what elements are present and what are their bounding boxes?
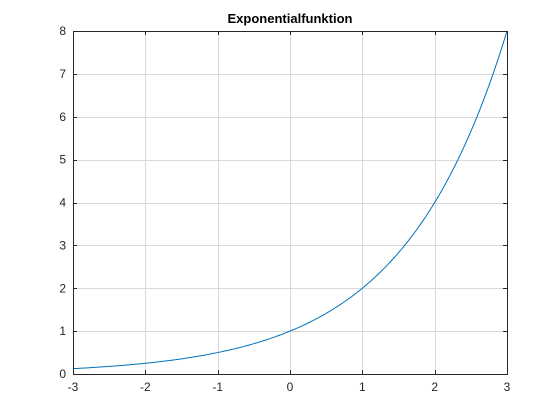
y-tick-label: 8 bbox=[59, 24, 66, 38]
axes bbox=[73, 31, 508, 375]
series-layer bbox=[72, 30, 508, 370]
x-tick-label: 0 bbox=[287, 380, 294, 394]
x-tick-label: -1 bbox=[212, 380, 223, 394]
grid bbox=[73, 31, 507, 374]
tick-labels: -3 -2 -1 0 1 2 3 0 1 2 3 4 5 6 7 8 bbox=[59, 24, 510, 394]
y-tick-label: 7 bbox=[59, 67, 66, 81]
y-tick-label: 4 bbox=[59, 196, 66, 210]
x-tick-label: 2 bbox=[431, 380, 438, 394]
x-tick-label: 1 bbox=[359, 380, 366, 394]
y-tick-label: 1 bbox=[59, 324, 66, 338]
series-line-0 bbox=[72, 30, 508, 370]
y-tick-label: 5 bbox=[59, 153, 66, 167]
y-tick-label: 2 bbox=[59, 281, 66, 295]
y-tick-label: 3 bbox=[59, 238, 66, 252]
y-tick-label: 0 bbox=[59, 367, 66, 381]
x-tick-label: -3 bbox=[68, 380, 79, 394]
y-tick-label: 6 bbox=[59, 110, 66, 124]
x-tick-label: 3 bbox=[504, 380, 511, 394]
chart-title: Exponentialfunktion bbox=[228, 11, 353, 26]
x-tick-label: -2 bbox=[140, 380, 151, 394]
